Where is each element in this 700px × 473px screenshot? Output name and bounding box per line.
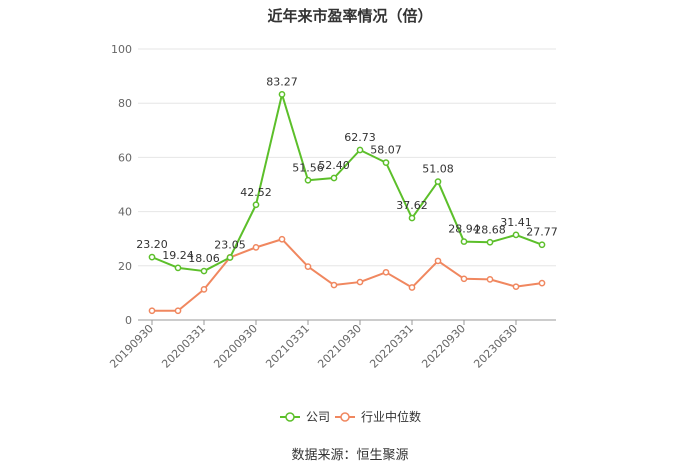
- data-point: [486, 238, 494, 246]
- y-tick-label: 60: [118, 151, 132, 164]
- data-source: 数据来源：恒生聚源: [291, 448, 409, 463]
- data-point: [382, 159, 390, 166]
- data-point: [434, 257, 442, 265]
- x-tick-label: 20210930: [315, 322, 364, 371]
- legend: 公司 行业中位数: [280, 409, 421, 424]
- y-tick-label: 40: [118, 206, 132, 219]
- series-line-industry-median: [152, 238, 543, 312]
- data-point: [226, 254, 234, 261]
- data-point: [408, 214, 416, 222]
- data-point: [512, 231, 520, 239]
- grid-lines: [138, 48, 556, 267]
- data-point: [356, 146, 364, 154]
- x-tick-label: 20200331: [159, 322, 208, 371]
- data-point: [408, 284, 416, 291]
- data-label: 42.52: [240, 186, 272, 199]
- x-tick-label: 20220331: [367, 322, 416, 371]
- data-point: [356, 278, 364, 286]
- data-label: 31.41: [500, 216, 532, 229]
- data-point: [148, 307, 156, 315]
- data-label: 28.68: [474, 223, 506, 236]
- data-point: [382, 268, 390, 276]
- chart-title: 近年来市盈率情况（倍）: [267, 7, 433, 25]
- data-point: [486, 276, 494, 283]
- data-point: [434, 178, 442, 185]
- data-label: 19.24: [162, 249, 194, 262]
- data-point: [174, 307, 182, 315]
- data-point: [538, 279, 546, 287]
- data-label: 58.07: [370, 144, 402, 157]
- data-label: 37.62: [396, 199, 428, 212]
- data-point: [174, 264, 182, 272]
- data-point: [538, 241, 546, 249]
- x-tick-label: 20200930: [211, 322, 260, 371]
- data-point: [330, 281, 338, 289]
- data-label: 18.06: [188, 252, 220, 265]
- legend-item-industry-median-label: 行业中位数: [361, 409, 421, 424]
- data-label: 83.27: [266, 75, 298, 88]
- data-label: 23.20: [136, 238, 168, 251]
- x-tick-label: 20230630: [471, 322, 520, 371]
- x-tick-label: 20210331: [263, 322, 312, 371]
- x-tick-label: 20220930: [419, 322, 468, 371]
- data-point: [278, 90, 286, 98]
- data-label: 51.56: [292, 161, 324, 174]
- y-tick-label: 20: [118, 260, 132, 273]
- data-point: [252, 244, 260, 251]
- data-label: 51.08: [422, 163, 454, 176]
- data-label: 23.05: [214, 239, 246, 252]
- data-point: [330, 174, 338, 182]
- data-point: [200, 286, 208, 293]
- legend-item-company-marker: [285, 412, 295, 422]
- data-point: [304, 176, 312, 184]
- data-label: 27.77: [526, 226, 558, 239]
- data-point: [278, 235, 286, 243]
- data-point: [460, 238, 468, 245]
- x-tick-label: 20190930: [107, 322, 156, 371]
- y-tick-label: 0: [125, 314, 132, 327]
- y-tick-label: 80: [118, 97, 132, 110]
- series-lines: [148, 90, 546, 315]
- data-label: 62.73: [344, 131, 376, 144]
- legend-item-industry-median-marker: [340, 412, 350, 422]
- data-point: [304, 263, 312, 270]
- data-label: 52.40: [318, 159, 350, 172]
- data-point: [512, 283, 520, 291]
- data-point: [148, 253, 156, 261]
- data-label: 28.94: [448, 223, 480, 236]
- data-point: [200, 267, 208, 275]
- legend-item-company-label: 公司: [306, 410, 330, 424]
- series-line-company: [151, 93, 543, 273]
- y-tick-label: 100: [111, 43, 132, 56]
- data-point: [252, 201, 260, 209]
- data-point: [460, 275, 468, 283]
